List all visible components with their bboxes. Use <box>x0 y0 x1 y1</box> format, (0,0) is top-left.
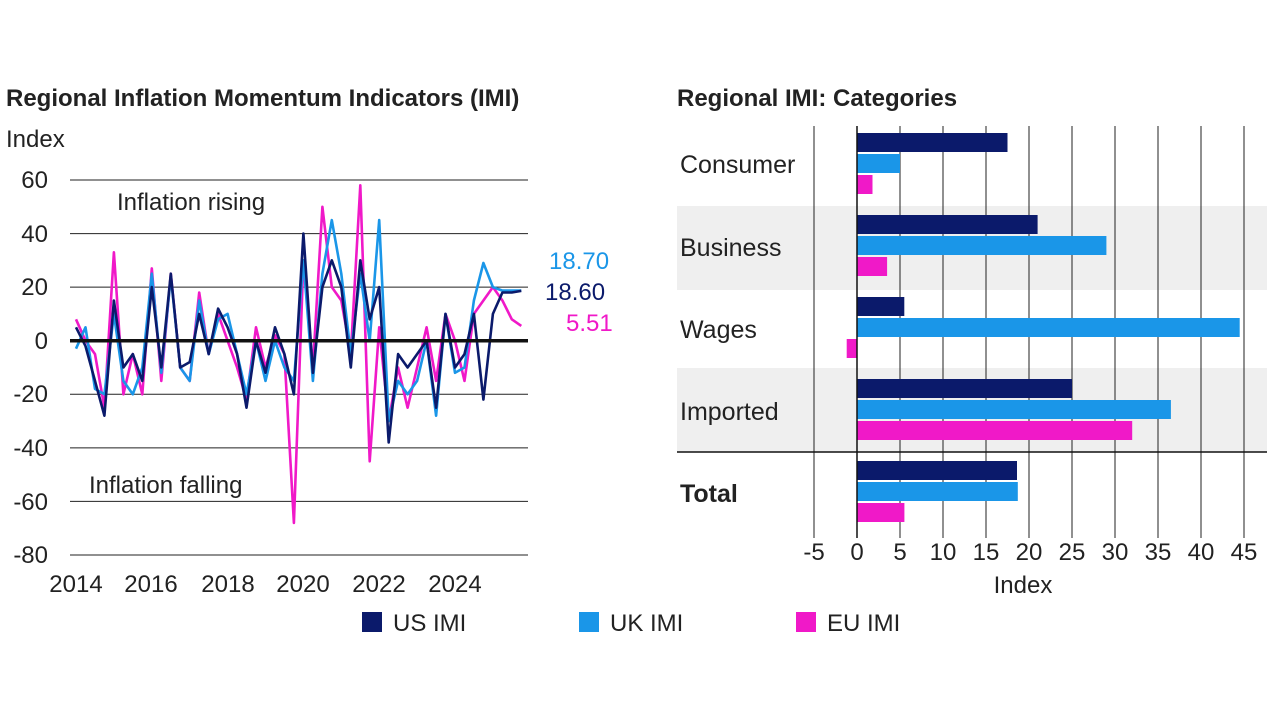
x-tick-label: 2014 <box>49 571 102 598</box>
bar-total-eu-imi <box>857 503 905 522</box>
y-tick-label: 0 <box>35 328 48 355</box>
x-tick-labels: -5 0 5 10 15 20 25 30 35 40 45 <box>803 539 1257 566</box>
y-tick-label: -20 <box>13 381 48 408</box>
bar-chart: Regional IMI: Categories Consumer Busine… <box>677 85 1267 599</box>
line-chart-title: Regional Inflation Momentum Indicators (… <box>6 85 519 112</box>
legend: US IMI UK IMI EU IMI <box>362 610 900 637</box>
y-tick-label: 20 <box>21 274 48 301</box>
x-tick-label: 2024 <box>428 571 481 598</box>
x-tick-label: 15 <box>973 539 1000 566</box>
bar-wages-eu-imi <box>846 339 857 358</box>
bar-wages-us-imi <box>857 297 905 316</box>
x-tick-label: 45 <box>1231 539 1258 566</box>
bar-business-eu-imi <box>857 257 888 276</box>
bar-imported-us-imi <box>857 379 1072 398</box>
line-chart: Regional Inflation Momentum Indicators (… <box>6 85 613 598</box>
x-tick-label: -5 <box>803 539 824 566</box>
bar-business-uk-imi <box>857 236 1107 255</box>
y-tick-label: 60 <box>21 167 48 194</box>
bar-chart-title: Regional IMI: Categories <box>677 85 957 112</box>
x-tick-labels: 2014 2016 2018 2020 2022 2024 <box>49 571 481 598</box>
legend-swatch-uk <box>579 612 599 632</box>
category-label-total: Total <box>680 480 738 508</box>
bar-total-uk-imi <box>857 482 1018 501</box>
legend-label-us: US IMI <box>393 610 466 637</box>
bar-consumer-uk-imi <box>857 154 900 173</box>
category-label-wages: Wages <box>680 316 757 344</box>
x-tick-label: 2016 <box>124 571 177 598</box>
bar-series-group <box>846 133 1240 522</box>
y-tick-labels: 60 40 20 0 -20 -40 -60 -80 <box>13 167 48 569</box>
y-axis-label: Index <box>6 126 65 153</box>
y-tick-label: 40 <box>21 221 48 248</box>
category-label-business: Business <box>680 234 781 262</box>
x-tick-label: 40 <box>1188 539 1215 566</box>
end-label-eu: 5.51 <box>566 310 613 337</box>
legend-label-eu: EU IMI <box>827 610 900 637</box>
x-axis-label: Index <box>994 572 1053 599</box>
x-tick-label: 5 <box>893 539 906 566</box>
x-tick-label: 2020 <box>276 571 329 598</box>
x-tick-label: 25 <box>1059 539 1086 566</box>
annotation-inflation-falling: Inflation falling <box>89 472 242 499</box>
category-label-imported: Imported <box>680 398 779 426</box>
category-labels: Consumer Business Wages Imported Total <box>680 151 795 508</box>
end-label-us: 18.60 <box>545 279 605 306</box>
bar-imported-uk-imi <box>857 400 1171 419</box>
line-series-group <box>74 184 523 525</box>
y-tick-label: -40 <box>13 435 48 462</box>
bar-consumer-eu-imi <box>857 175 873 194</box>
bar-wages-uk-imi <box>857 318 1240 337</box>
bar-imported-eu-imi <box>857 421 1133 440</box>
x-tick-label: 2018 <box>201 571 254 598</box>
bar-total-us-imi <box>857 461 1017 480</box>
series-line-us-imi <box>74 232 522 444</box>
x-tick-label: 0 <box>850 539 863 566</box>
y-tick-label: -80 <box>13 542 48 569</box>
x-tick-label: 10 <box>930 539 957 566</box>
x-tick-label: 20 <box>1016 539 1043 566</box>
legend-swatch-eu <box>796 612 816 632</box>
category-label-consumer: Consumer <box>680 151 795 179</box>
y-tick-label: -60 <box>13 489 48 516</box>
x-tick-label: 30 <box>1102 539 1129 566</box>
legend-swatch-us <box>362 612 382 632</box>
legend-label-uk: UK IMI <box>610 610 683 637</box>
bar-consumer-us-imi <box>857 133 1008 152</box>
end-label-uk: 18.70 <box>549 248 609 275</box>
x-tick-label: 35 <box>1145 539 1172 566</box>
annotation-inflation-rising: Inflation rising <box>117 189 265 216</box>
x-tick-label: 2022 <box>352 571 405 598</box>
bar-business-us-imi <box>857 215 1038 234</box>
